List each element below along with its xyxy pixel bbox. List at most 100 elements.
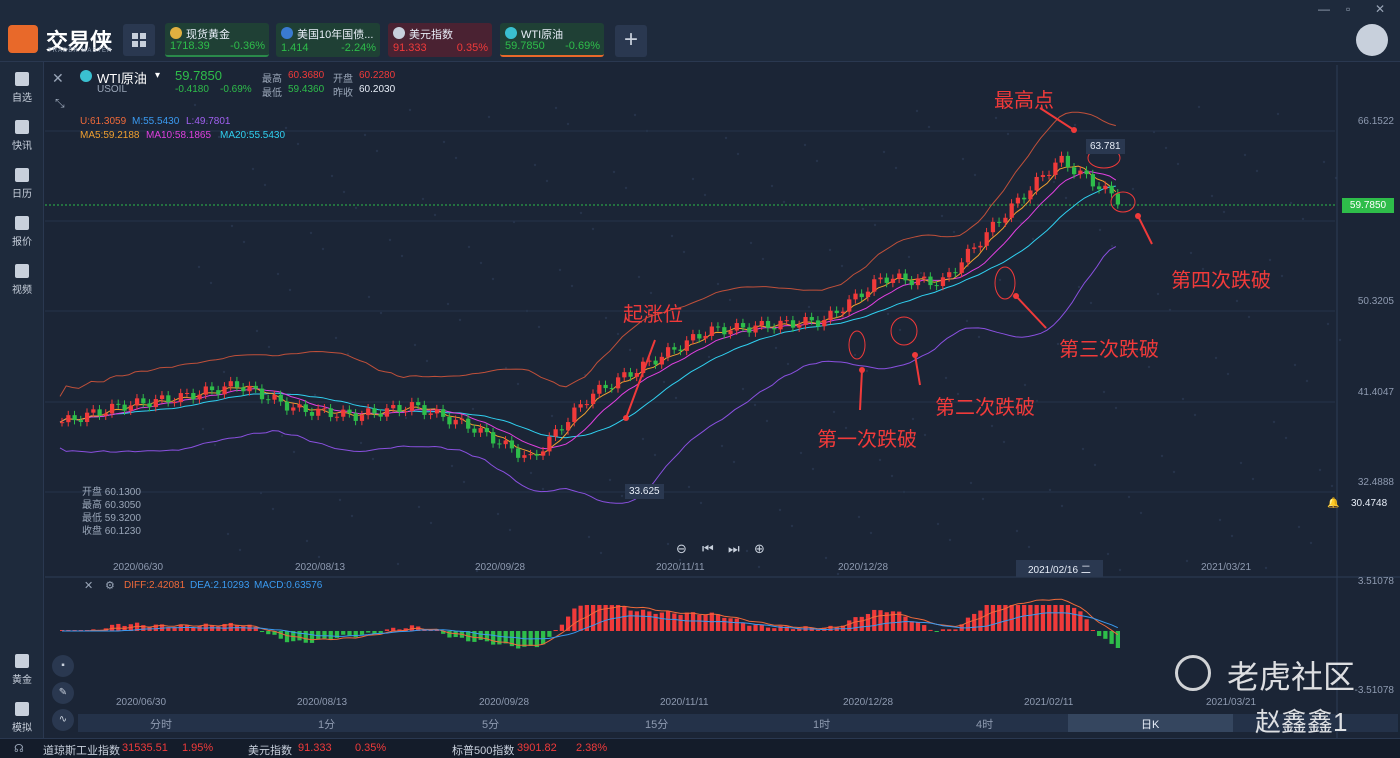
candle-body xyxy=(209,386,215,391)
sidebar-item-simulate[interactable]: 模拟 xyxy=(0,702,44,734)
candle-body xyxy=(466,418,471,429)
collapse-icon[interactable]: ⤡ xyxy=(55,96,65,110)
map-dot xyxy=(919,271,923,275)
tab-4h[interactable]: 4时 xyxy=(976,719,994,731)
annotation-arrowhead xyxy=(912,352,918,358)
map-dot xyxy=(1118,568,1122,572)
tab-15min[interactable]: 15分 xyxy=(645,719,669,731)
settings-icon[interactable]: ⚙ xyxy=(105,580,115,592)
map-dot xyxy=(907,255,911,259)
macd-bar xyxy=(341,631,346,635)
headset-icon[interactable]: ☊ xyxy=(14,743,24,755)
map-dot xyxy=(1077,285,1081,289)
app-logo-text: 交易侠 xyxy=(46,29,113,54)
macd-bar xyxy=(947,629,952,631)
map-dot xyxy=(774,346,778,350)
symbol-name[interactable]: WTI原油 xyxy=(97,71,147,86)
ticker-name[interactable]: 美元指数 xyxy=(248,745,292,757)
quote-card-us10y[interactable]: 美国10年国债... 1.414 -2.24% xyxy=(276,23,380,57)
maximize-icon[interactable]: ▫ xyxy=(1346,2,1351,16)
grid-view-button[interactable] xyxy=(123,24,155,56)
tab-timeshare[interactable]: 分时 xyxy=(150,719,172,731)
tab-5min[interactable]: 5分 xyxy=(482,719,500,731)
sidebar-item-label: 自选 xyxy=(12,93,32,104)
macd-bar xyxy=(1103,631,1108,639)
close-chart-icon[interactable]: ✕ xyxy=(52,70,64,86)
annotation-circle xyxy=(890,316,918,346)
chevron-down-icon[interactable]: ▾ xyxy=(155,70,161,81)
forward-icon[interactable]: ⏭ xyxy=(728,541,740,556)
line-tool-icon[interactable]: ∿ xyxy=(52,709,74,731)
map-dot xyxy=(550,414,554,418)
quote-card-dxy[interactable]: 美元指数 91.333 0.35% xyxy=(388,23,492,57)
candle-body xyxy=(403,411,408,413)
gold-coin-icon xyxy=(170,27,182,39)
map-dot xyxy=(1201,267,1205,271)
macd-bar xyxy=(1059,605,1064,631)
ticker-name[interactable]: 标普500指数 xyxy=(452,745,515,757)
macd-bar xyxy=(516,631,521,649)
close-indicator-icon[interactable]: ✕ xyxy=(84,580,94,592)
map-dot xyxy=(1268,258,1272,262)
map-dot xyxy=(516,382,520,386)
sidebar-item-quotes[interactable]: 报价 xyxy=(0,216,44,248)
macd-bar xyxy=(903,616,908,631)
zoom-in-icon[interactable]: ⊕ xyxy=(754,541,765,556)
rewind-icon[interactable]: ⏮ xyxy=(702,541,714,556)
macd-bar xyxy=(234,625,240,631)
candle-body xyxy=(60,422,65,424)
price-chart[interactable] xyxy=(45,65,1400,738)
sidebar-item-gold[interactable]: 黄金 xyxy=(0,654,44,686)
draw-tool-icon[interactable]: ✎ xyxy=(52,682,74,704)
alert-price: 30.4748 xyxy=(1351,498,1388,509)
sidebar-item-calendar[interactable]: 日历 xyxy=(0,168,44,200)
tab-daily[interactable]: 日K xyxy=(1141,719,1160,731)
candle-body xyxy=(541,451,546,456)
candle-body xyxy=(97,409,102,416)
map-dot xyxy=(844,426,848,430)
macd-bar xyxy=(653,613,658,631)
chart-panel[interactable] xyxy=(45,65,1400,738)
macd-dea-line xyxy=(62,612,1119,640)
map-dot xyxy=(633,113,637,117)
map-dot xyxy=(998,278,1002,282)
candle-body xyxy=(622,372,627,378)
add-quote-button[interactable]: + xyxy=(615,25,647,57)
tab-1min[interactable]: 1分 xyxy=(318,719,336,731)
macd-bar xyxy=(984,605,989,631)
sidebar-item-news[interactable]: 快讯 xyxy=(0,120,44,152)
ma20-line xyxy=(59,185,1116,439)
candle-body xyxy=(803,316,808,326)
minimize-icon[interactable]: — xyxy=(1318,2,1330,16)
quote-card-wti[interactable]: WTI原油 59.7850 -0.69% xyxy=(500,23,604,57)
candle-body xyxy=(672,347,677,350)
map-dot xyxy=(363,133,367,137)
macd-bar xyxy=(953,629,958,631)
bell-icon[interactable]: 🔔 xyxy=(1327,498,1340,509)
map-dot xyxy=(1309,541,1313,545)
low-label: 最低 xyxy=(262,88,282,99)
map-dot xyxy=(213,443,217,447)
avatar[interactable] xyxy=(1356,24,1388,56)
macd-bar xyxy=(472,631,477,642)
map-dot xyxy=(317,555,321,559)
map-dot xyxy=(458,318,462,322)
annotation-arrowhead xyxy=(859,367,865,373)
map-dot xyxy=(483,423,487,427)
ticker-name[interactable]: 道琼斯工业指数 xyxy=(43,745,120,757)
macd-bar xyxy=(753,624,758,631)
quote-card-gold[interactable]: 现货黄金 1718.39 -0.36% xyxy=(165,23,269,57)
macd-bar xyxy=(972,613,977,631)
map-dot xyxy=(1064,196,1068,200)
watermark-user: 赵鑫鑫1 xyxy=(1255,707,1348,737)
sidebar-item-video[interactable]: 视频 xyxy=(0,264,44,296)
candle-body xyxy=(865,291,871,298)
macd-bar xyxy=(1009,605,1014,631)
tab-1h[interactable]: 1时 xyxy=(813,719,831,731)
sidebar-item-watchlist[interactable]: 自选 xyxy=(0,72,44,104)
zoom-out-icon[interactable]: ⊖ xyxy=(676,541,687,556)
annotation-break-1: 第一次跌破 xyxy=(817,429,917,451)
indicator-tool-icon[interactable]: ▪ xyxy=(52,655,74,677)
macd-bar xyxy=(634,611,639,631)
close-icon[interactable]: ✕ xyxy=(1375,2,1386,16)
